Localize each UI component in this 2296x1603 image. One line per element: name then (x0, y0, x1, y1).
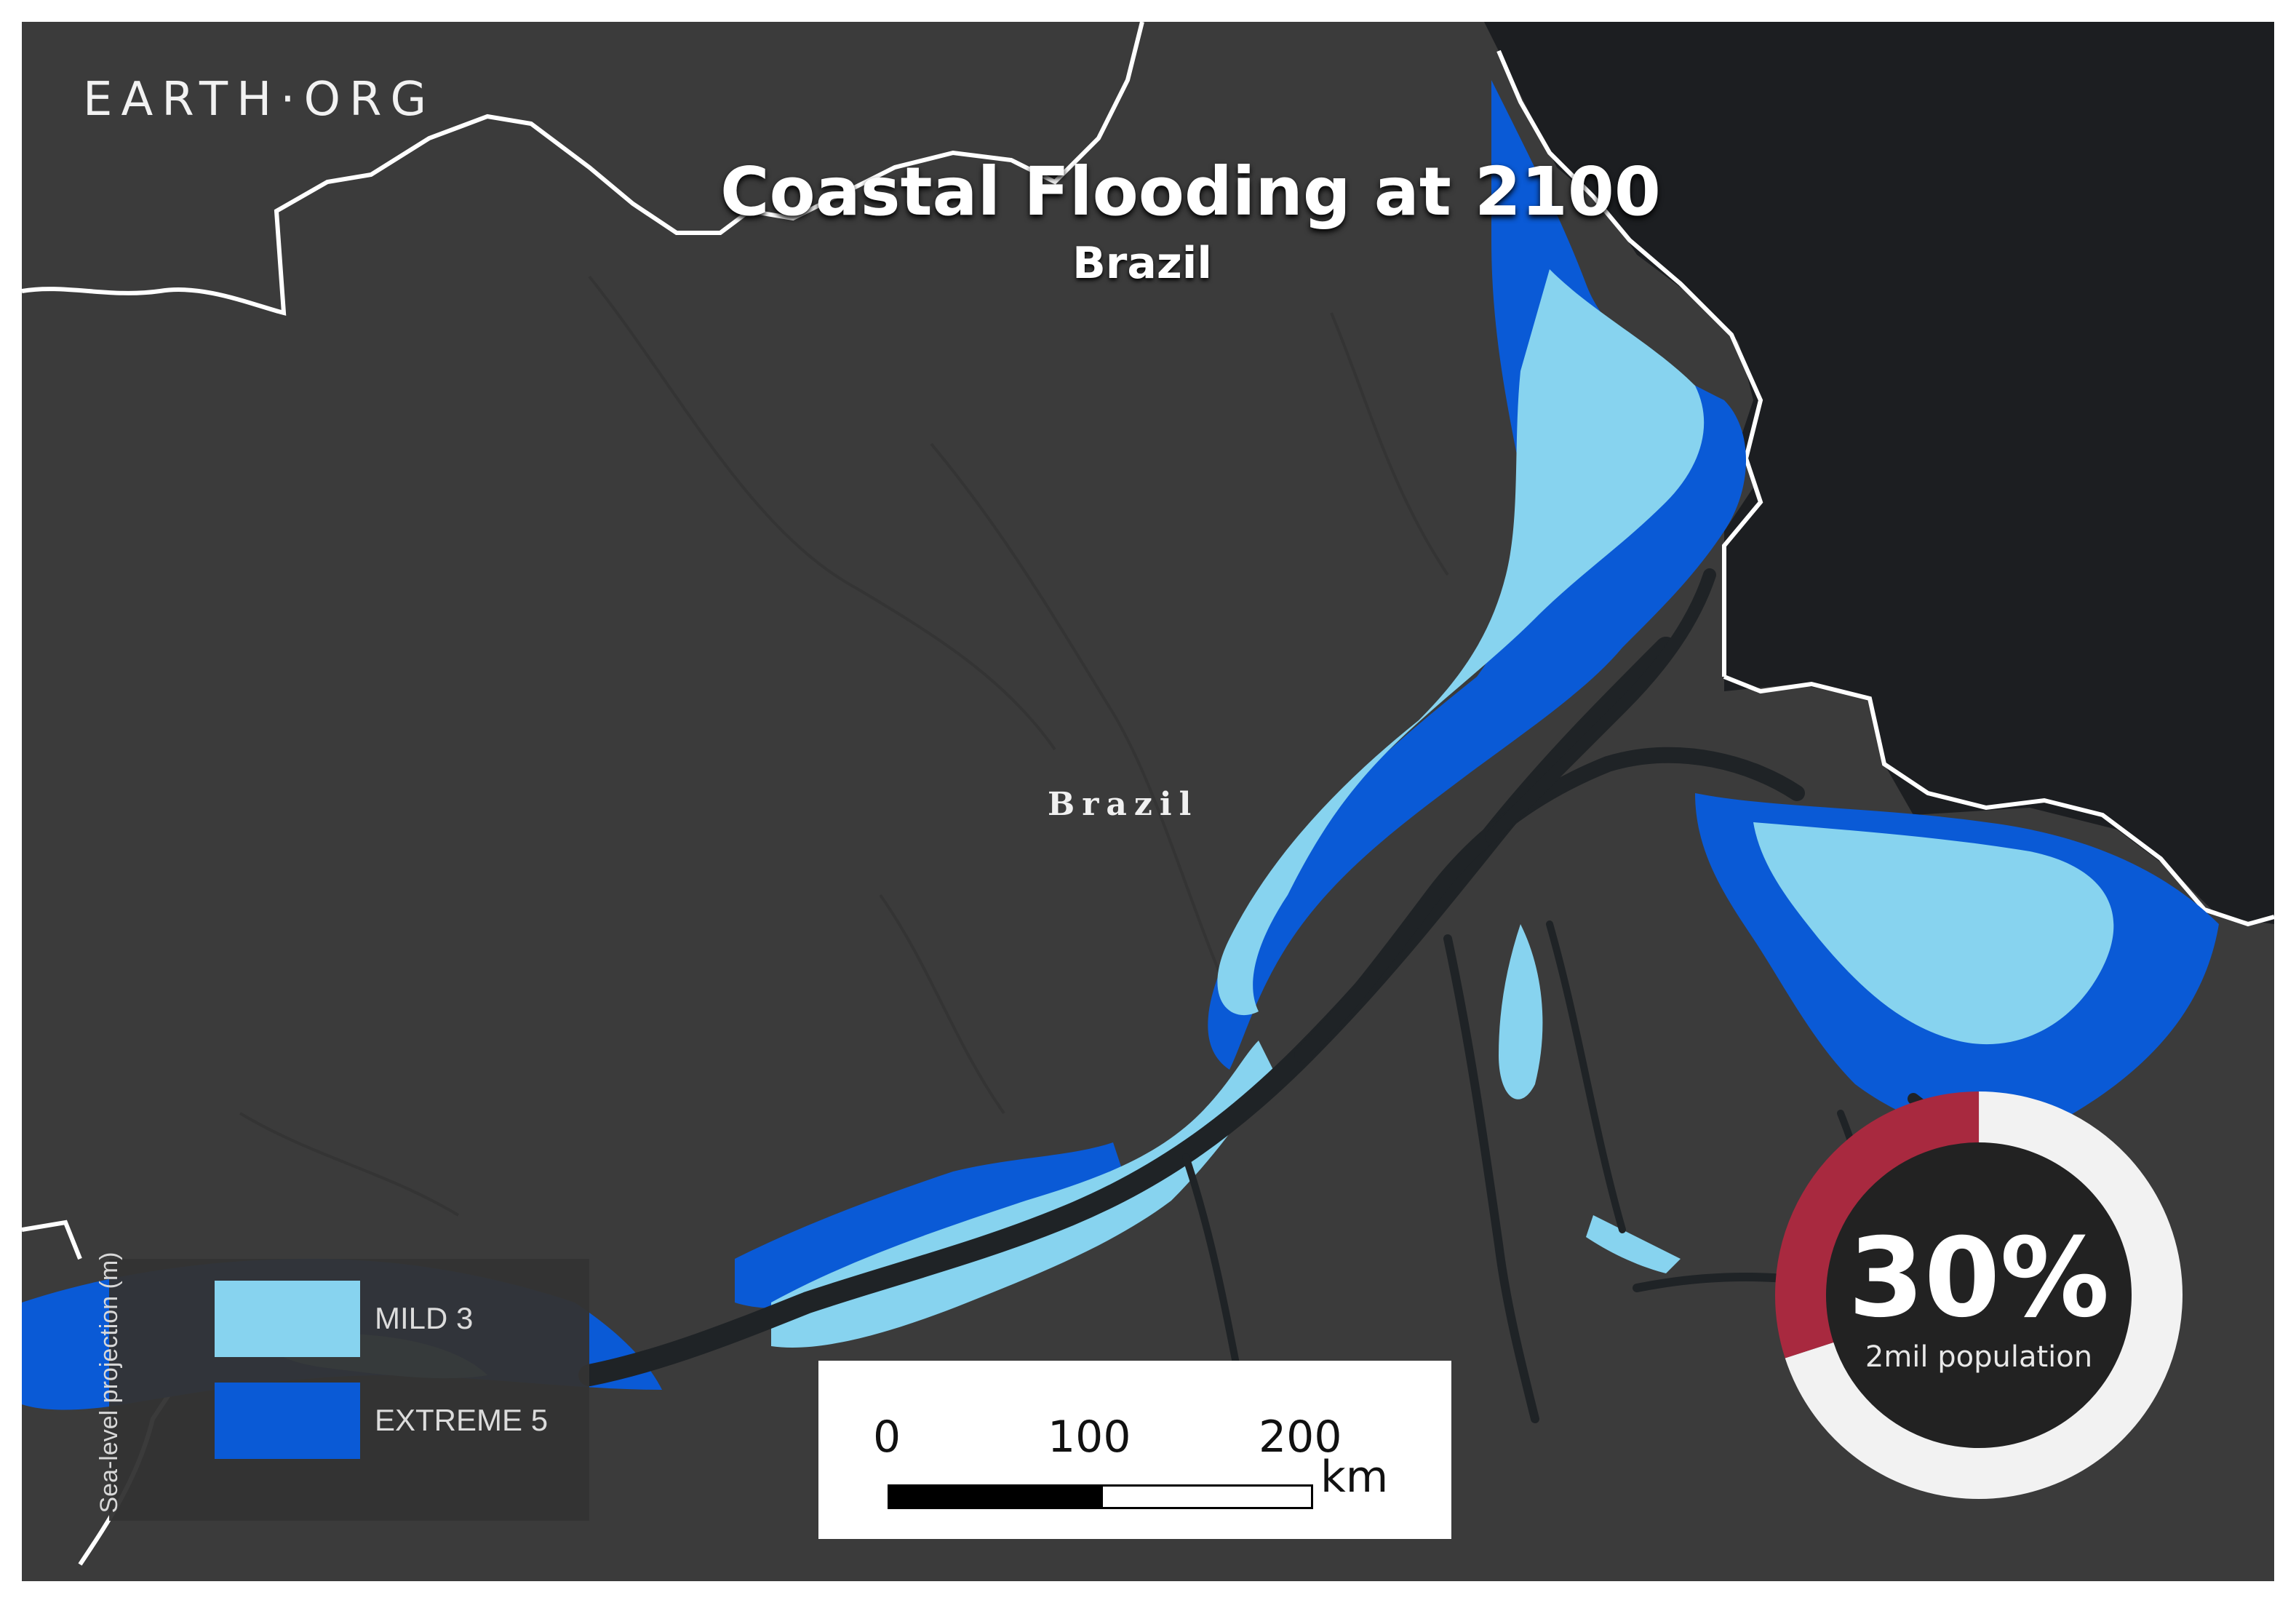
legend-swatch-extreme (215, 1383, 360, 1459)
country-label: Brazil (1048, 786, 1199, 823)
scale-tick-200: 200 (1259, 1412, 1342, 1463)
population-donut-chart (1775, 1091, 2183, 1499)
legend-label-extreme: EXTREME 5 (375, 1403, 549, 1437)
legend-axis-title-text: Sea-level projection (m) (95, 1252, 123, 1513)
scale-bar: 0 100 200 km (818, 1361, 1451, 1539)
map-canvas: EARTH·ORG Coastal Flooding at 2100 Brazi… (22, 22, 2274, 1581)
legend-swatch-mild (215, 1281, 360, 1357)
stat-value: 30% (1848, 1215, 2110, 1342)
legend-axis-title: Sea-level projection (m) (80, 1252, 138, 1513)
title-block: Coastal Flooding at 2100 Brazil (720, 153, 1661, 289)
scale-segment-black (888, 1484, 1103, 1509)
scale-unit: km (1320, 1452, 1389, 1503)
ocean-area (1484, 22, 2274, 924)
donut-highlight-arc (1775, 1091, 2183, 1499)
map-title: Coastal Flooding at 2100 (720, 153, 1661, 231)
legend-label-mild: MILD 3 (375, 1301, 474, 1335)
stat-caption: 2mil population (1865, 1340, 2093, 1374)
scale-tick-0: 0 (873, 1412, 901, 1463)
river-channel (578, 568, 2065, 1423)
donut-center (1801, 1117, 2157, 1473)
map-subtitle: Brazil (1072, 238, 1212, 289)
scale-segment-white (1101, 1484, 1313, 1509)
brand-logo: EARTH·ORG (83, 73, 436, 127)
scale-tick-100: 100 (1048, 1412, 1131, 1463)
